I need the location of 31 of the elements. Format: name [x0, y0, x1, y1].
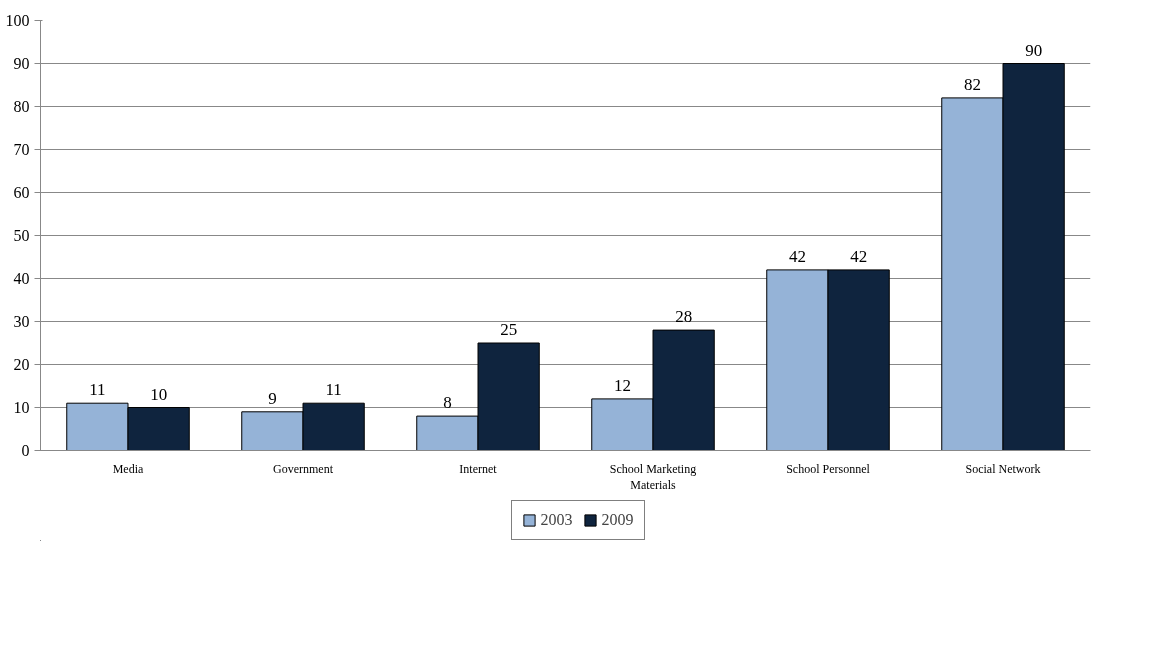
y-tick-label: 10	[13, 399, 30, 416]
data-label: 42	[850, 246, 868, 266]
data-label: 10	[150, 384, 168, 404]
data-label: 12	[613, 375, 631, 395]
data-label: 28	[675, 307, 693, 327]
data-label: 25	[500, 320, 518, 339]
data-label: 8	[443, 393, 452, 413]
y-tick-label: 100	[5, 12, 30, 29]
data-label: 82	[963, 74, 981, 94]
data-label: 11	[325, 380, 342, 400]
data-label: 90	[1025, 40, 1043, 60]
y-tick-label: 40	[13, 270, 30, 287]
x-tick-label: Media	[112, 461, 144, 476]
x-tick-label: School Marketing Materials	[609, 461, 697, 493]
x-tick-label: Internet	[459, 461, 498, 476]
legend-label: 2009	[601, 511, 634, 529]
x-tick-label: Government	[273, 461, 334, 476]
y-tick-label: 60	[13, 184, 30, 201]
data-label: 42	[788, 246, 806, 266]
y-tick-label: 70	[13, 141, 30, 158]
data-label: 9	[268, 388, 277, 408]
y-tick-label: 50	[13, 227, 30, 244]
legend-label: 2003	[540, 511, 573, 529]
y-tick-label: 90	[13, 55, 30, 72]
y-tick-label: 0	[21, 442, 30, 459]
y-tick-label: 20	[13, 356, 30, 373]
x-tick-label: School Personnel	[786, 461, 871, 476]
data-label: 11	[89, 380, 106, 400]
x-tick-label: Social Network	[965, 461, 1041, 476]
y-tick-label: 80	[13, 98, 30, 115]
y-tick-label: 30	[13, 313, 30, 330]
